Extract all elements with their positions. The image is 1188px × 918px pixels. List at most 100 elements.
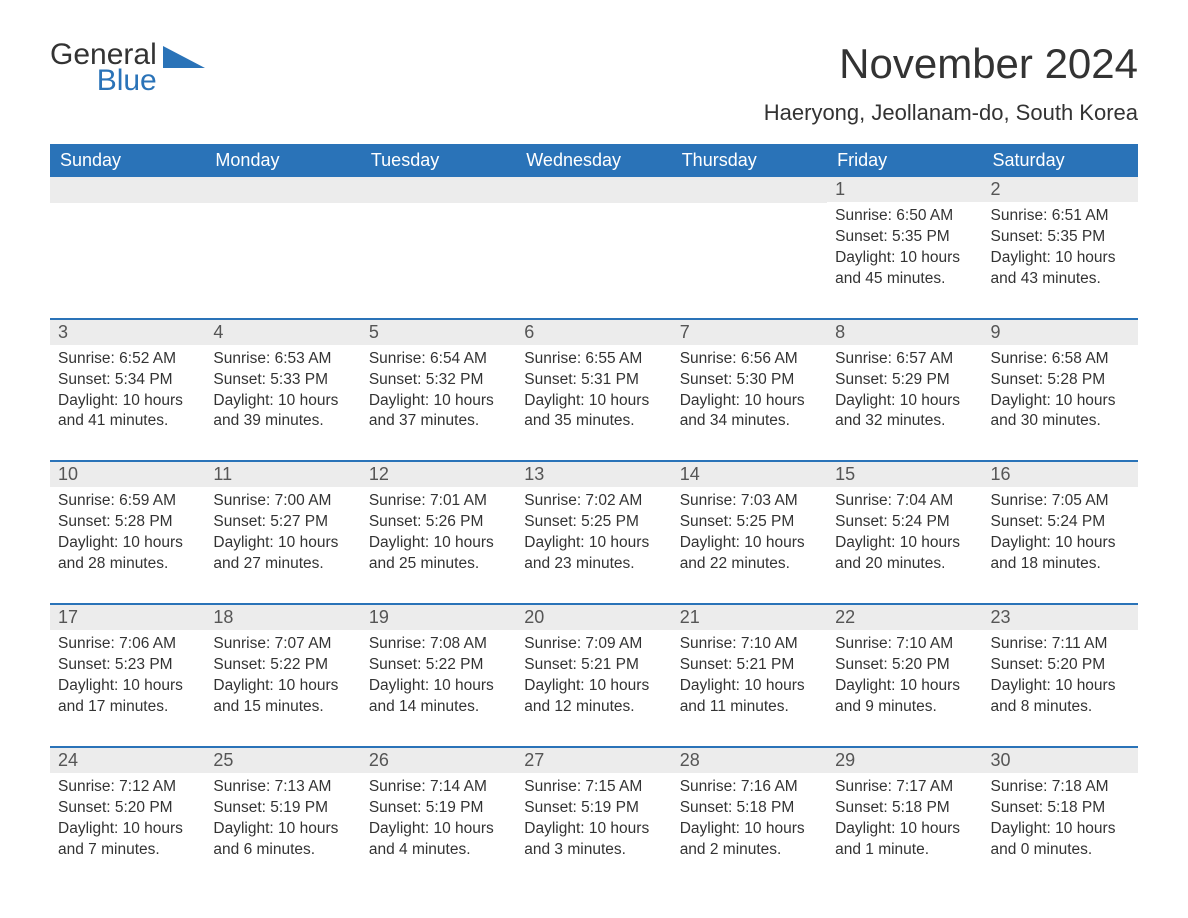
day-num: 24 <box>50 748 205 773</box>
day-num: 4 <box>205 320 360 345</box>
sunrise-line: Sunrise: 7:07 AM <box>213 634 352 655</box>
day-num: 15 <box>827 462 982 487</box>
sunset-line: Sunset: 5:22 PM <box>213 655 352 676</box>
daylight-line-2: and 1 minute. <box>835 840 974 861</box>
daylight-line-2: and 41 minutes. <box>58 411 197 432</box>
day-num-empty <box>516 177 671 203</box>
sunrise-line: Sunrise: 7:10 AM <box>680 634 819 655</box>
day-cell: 9Sunrise: 6:58 AMSunset: 5:28 PMDaylight… <box>983 319 1138 462</box>
day-cell: 23Sunrise: 7:11 AMSunset: 5:20 PMDayligh… <box>983 604 1138 747</box>
sunset-line: Sunset: 5:31 PM <box>524 370 663 391</box>
sunrise-line: Sunrise: 7:12 AM <box>58 777 197 798</box>
daylight-line-1: Daylight: 10 hours <box>58 391 197 412</box>
daylight-line-1: Daylight: 10 hours <box>991 391 1130 412</box>
sunset-line: Sunset: 5:22 PM <box>369 655 508 676</box>
daylight-line-1: Daylight: 10 hours <box>835 248 974 269</box>
day-cell <box>205 177 360 319</box>
day-num: 8 <box>827 320 982 345</box>
day-num: 18 <box>205 605 360 630</box>
sunset-line: Sunset: 5:21 PM <box>680 655 819 676</box>
day-num: 22 <box>827 605 982 630</box>
daylight-line-1: Daylight: 10 hours <box>524 676 663 697</box>
day-cell: 25Sunrise: 7:13 AMSunset: 5:19 PMDayligh… <box>205 747 360 889</box>
sunset-line: Sunset: 5:35 PM <box>835 227 974 248</box>
sunrise-line: Sunrise: 7:08 AM <box>369 634 508 655</box>
day-num-empty <box>205 177 360 203</box>
sunset-line: Sunset: 5:20 PM <box>58 798 197 819</box>
sunrise-line: Sunrise: 7:11 AM <box>991 634 1130 655</box>
sunrise-line: Sunrise: 6:59 AM <box>58 491 197 512</box>
day-cell: 2Sunrise: 6:51 AMSunset: 5:35 PMDaylight… <box>983 177 1138 319</box>
daylight-line-2: and 20 minutes. <box>835 554 974 575</box>
day-num: 10 <box>50 462 205 487</box>
sunset-line: Sunset: 5:18 PM <box>991 798 1130 819</box>
day-cell <box>361 177 516 319</box>
daylight-line-2: and 23 minutes. <box>524 554 663 575</box>
day-cell: 1Sunrise: 6:50 AMSunset: 5:35 PMDaylight… <box>827 177 982 319</box>
daylight-line-1: Daylight: 10 hours <box>524 819 663 840</box>
sunset-line: Sunset: 5:35 PM <box>991 227 1130 248</box>
day-cell: 13Sunrise: 7:02 AMSunset: 5:25 PMDayligh… <box>516 461 671 604</box>
day-cell: 18 Sunrise: 7:07 AMSunset: 5:22 PMDayligh… <box>205 604 360 747</box>
day-cell: 4Sunrise: 6:53 AMSunset: 5:33 PMDaylight… <box>205 319 360 462</box>
daylight-line-1: Daylight: 10 hours <box>835 819 974 840</box>
daylight-line-1: Daylight: 10 hours <box>991 819 1130 840</box>
sunrise-line: Sunrise: 7:02 AM <box>524 491 663 512</box>
day-body: Sunrise: 6:55 AMSunset: 5:31 PMDaylight:… <box>516 345 671 461</box>
day-header: Thursday <box>672 144 827 177</box>
daylight-line-1: Daylight: 10 hours <box>213 676 352 697</box>
daylight-line-2: and 27 minutes. <box>213 554 352 575</box>
day-num: 27 <box>516 748 671 773</box>
daylight-line-2: and 9 minutes. <box>835 697 974 718</box>
sunrise-line: Sunrise: 7:13 AM <box>213 777 352 798</box>
daylight-line-2: and 39 minutes. <box>213 411 352 432</box>
sunrise-line: Sunrise: 7:06 AM <box>58 634 197 655</box>
day-body: Sunrise: 7:02 AMSunset: 5:25 PMDaylight:… <box>516 487 671 603</box>
sunset-line: Sunset: 5:24 PM <box>991 512 1130 533</box>
sunset-line: Sunset: 5:19 PM <box>524 798 663 819</box>
daylight-line-1: Daylight: 10 hours <box>369 391 508 412</box>
daylight-line-1: Daylight: 10 hours <box>58 533 197 554</box>
sunrise-line: Sunrise: 6:51 AM <box>991 206 1130 227</box>
day-body: Sunrise: 7:14 AMSunset: 5:19 PMDaylight:… <box>361 773 516 889</box>
day-body: Sunrise: 7:11 AMSunset: 5:20 PMDaylight:… <box>983 630 1138 746</box>
sunrise-line: Sunrise: 6:55 AM <box>524 349 663 370</box>
sunrise-line: Sunrise: 7:16 AM <box>680 777 819 798</box>
daylight-line-1: Daylight: 10 hours <box>369 819 508 840</box>
daylight-line-1: Daylight: 10 hours <box>213 533 352 554</box>
daylight-line-2: and 45 minutes. <box>835 269 974 290</box>
logo-triangle-icon <box>163 46 205 73</box>
day-cell: 29Sunrise: 7:17 AMSunset: 5:18 PMDayligh… <box>827 747 982 889</box>
day-header: Tuesday <box>361 144 516 177</box>
sunset-line: Sunset: 5:25 PM <box>680 512 819 533</box>
day-cell: 27Sunrise: 7:15 AMSunset: 5:19 PMDayligh… <box>516 747 671 889</box>
day-body: Sunrise: 6:56 AMSunset: 5:30 PMDaylight:… <box>672 345 827 461</box>
day-body: Sunrise: 6:52 AMSunset: 5:34 PMDaylight:… <box>50 345 205 461</box>
week-row: 24 Sunrise: 7:12 AMSunset: 5:20 PM Dayligh… <box>50 747 1138 889</box>
day-cell: 6Sunrise: 6:55 AMSunset: 5:31 PMDaylight… <box>516 319 671 462</box>
daylight-line-1: Daylight: 10 hours <box>991 248 1130 269</box>
daylight-line-2: and 0 minutes. <box>991 840 1130 861</box>
sunset-line: Sunset: 5:18 PM <box>835 798 974 819</box>
sunset-line: Sunset: 5:34 PM <box>58 370 197 391</box>
sunset-line: Sunset: 5:28 PM <box>58 512 197 533</box>
title-block: November 2024 Haeryong, Jeollanam-do, So… <box>764 40 1138 126</box>
sunset-line: Sunset: 5:26 PM <box>369 512 508 533</box>
day-body: Sunrise: 6:58 AMSunset: 5:28 PMDaylight:… <box>983 345 1138 461</box>
day-num: 7 <box>672 320 827 345</box>
daylight-line-2: and 11 minutes. <box>680 697 819 718</box>
day-cell: 20Sunrise: 7:09 AMSunset: 5:21 PMDayligh… <box>516 604 671 747</box>
week-row: 1Sunrise: 6:50 AMSunset: 5:35 PMDaylight… <box>50 177 1138 319</box>
day-num: 6 <box>516 320 671 345</box>
daylight-line-2: and 15 minutes. <box>213 697 352 718</box>
location: Haeryong, Jeollanam-do, South Korea <box>764 100 1138 126</box>
day-body: Sunrise: 7:16 AMSunset: 5:18 PMDaylight:… <box>672 773 827 889</box>
day-num: 20 <box>516 605 671 630</box>
day-header-row: SundayMondayTuesdayWednesdayThursdayFrid… <box>50 144 1138 177</box>
header: General Blue November 2024 Haeryong, Jeo… <box>50 40 1138 126</box>
day-body: Sunrise: 7:00 AMSunset: 5:27 PMDaylight:… <box>205 487 360 603</box>
day-body: Sunrise: 7:18 AMSunset: 5:18 PMDaylight:… <box>983 773 1138 889</box>
day-cell: 8Sunrise: 6:57 AMSunset: 5:29 PMDaylight… <box>827 319 982 462</box>
sunrise-line: Sunrise: 7:01 AM <box>369 491 508 512</box>
sunrise-line: Sunrise: 7:10 AM <box>835 634 974 655</box>
